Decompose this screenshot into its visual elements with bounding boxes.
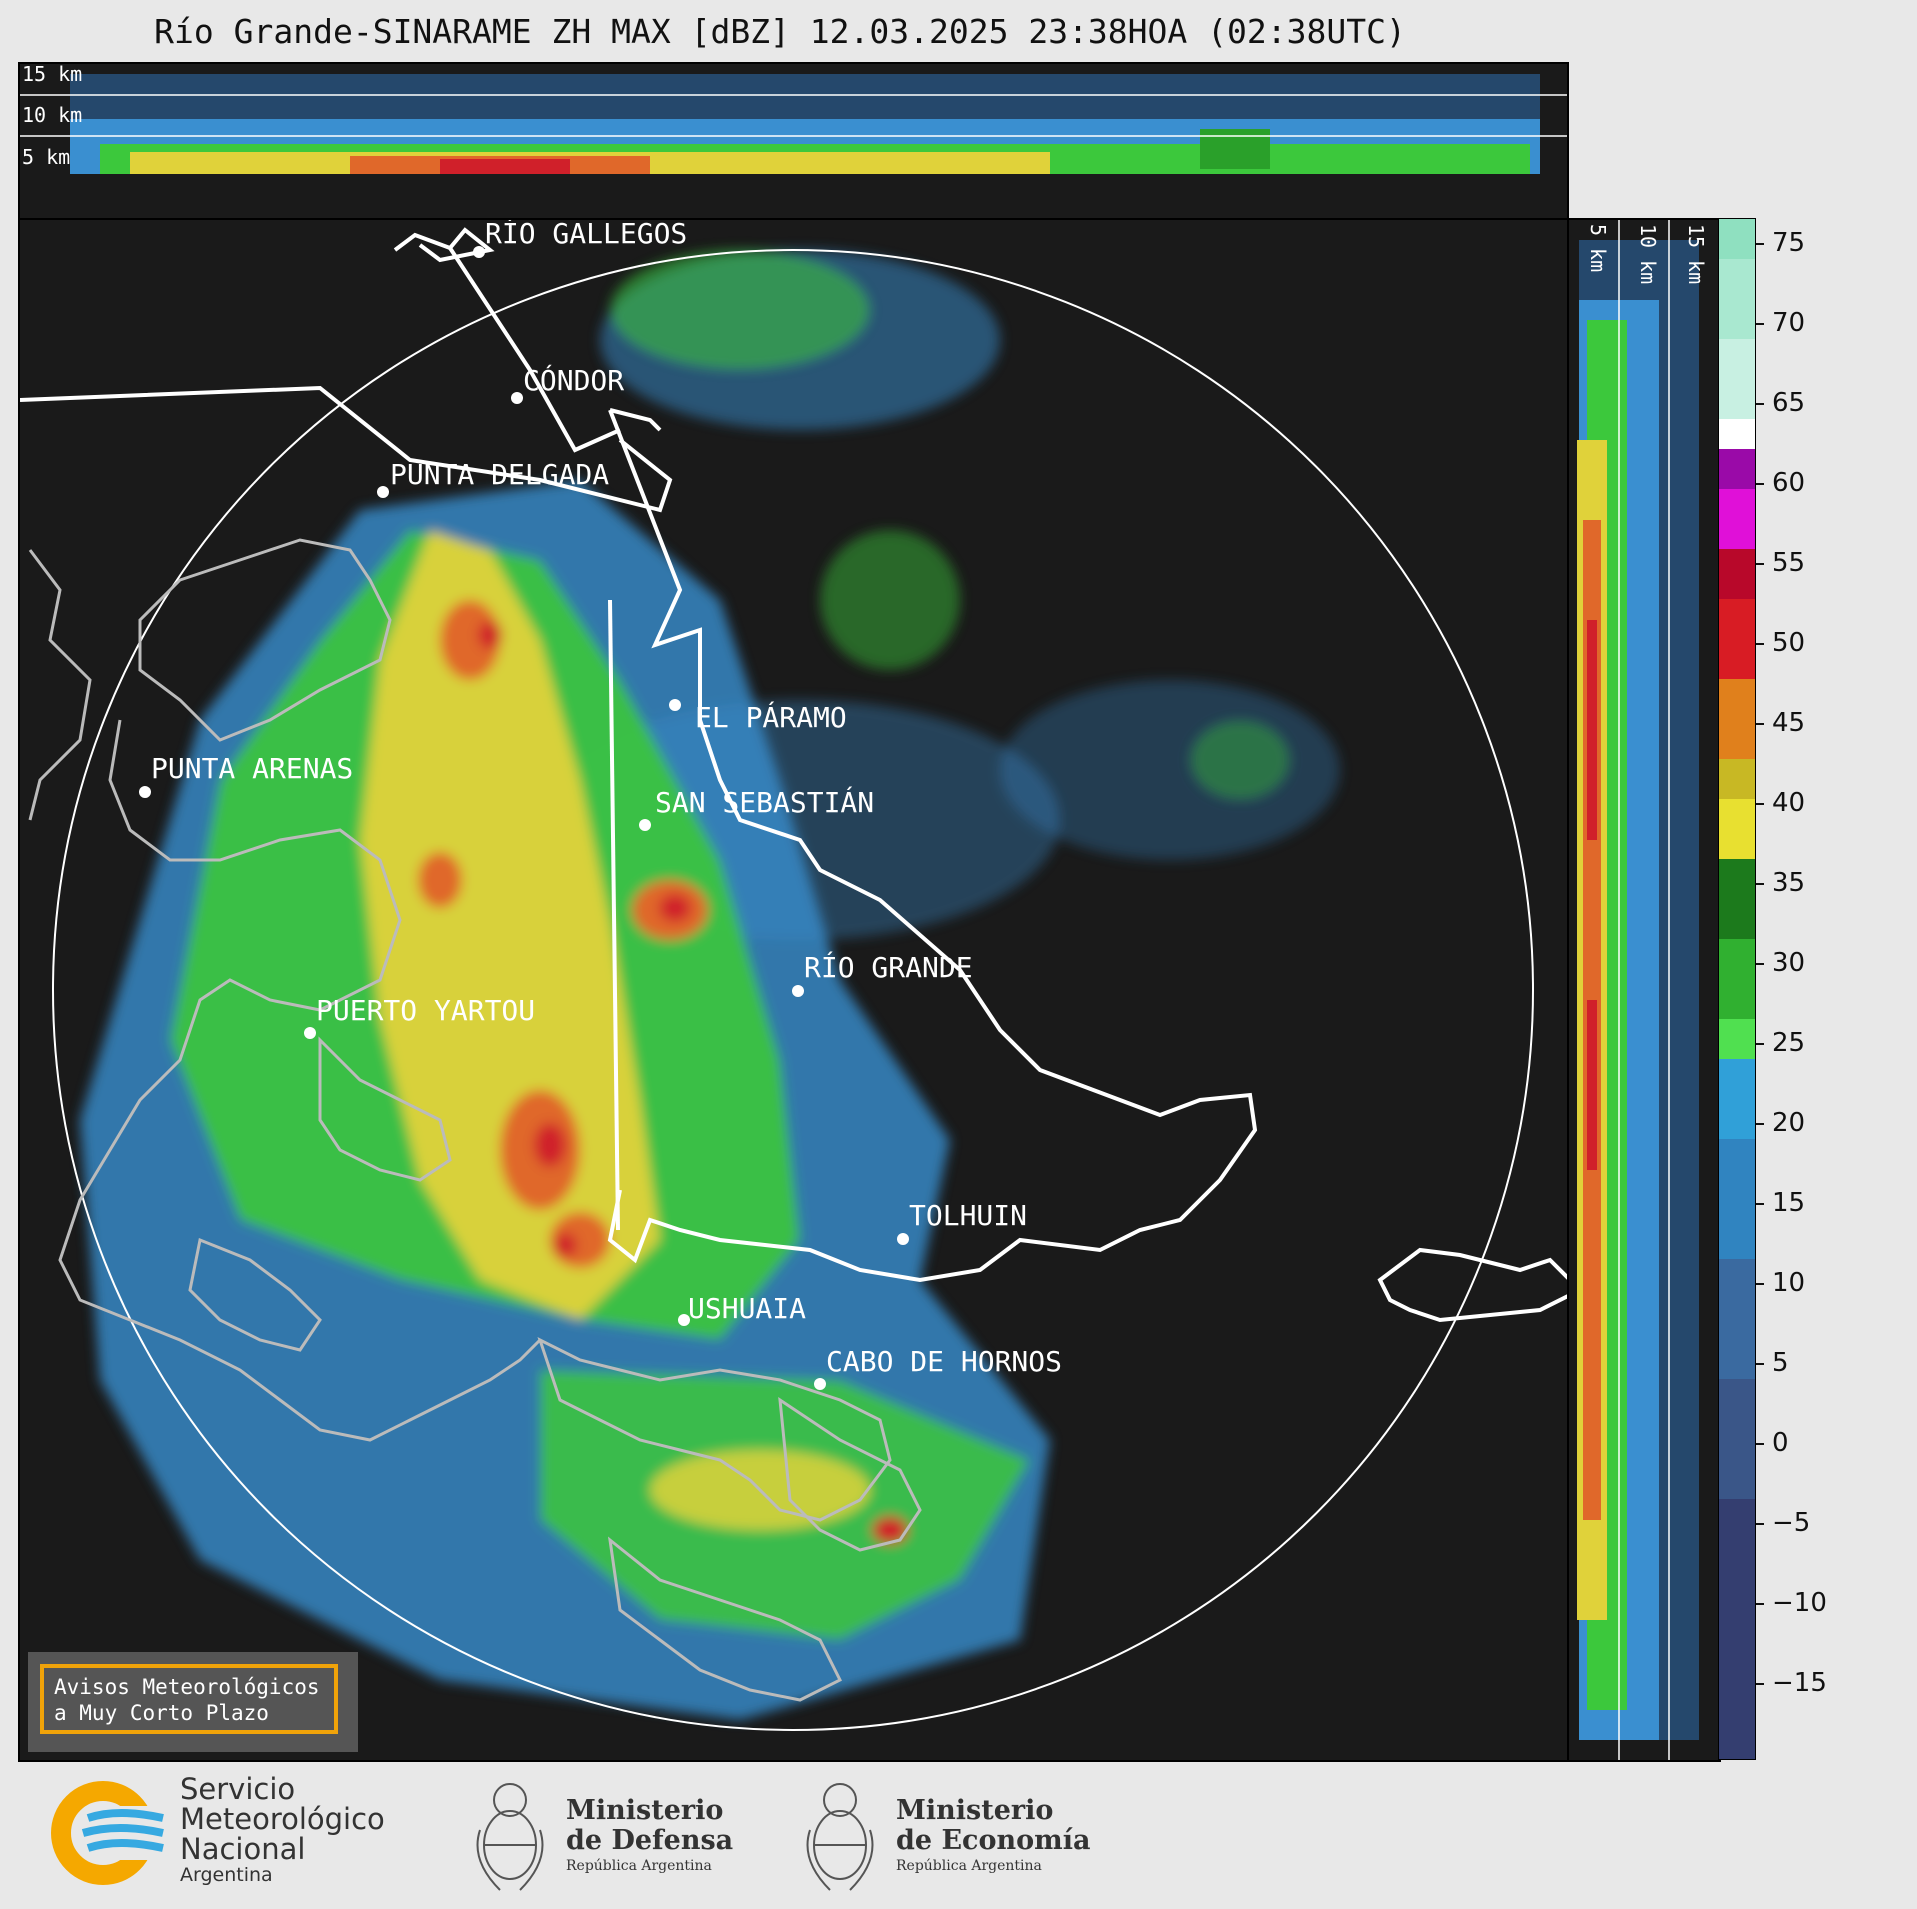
coat-of-arms-icon: [476, 1783, 544, 1891]
city-label-ushuaia: USHUAIA: [688, 1292, 806, 1325]
top-cross-section: 15 km 10 km 5 km: [18, 62, 1569, 222]
border-line: [608, 599, 620, 1231]
colorbar-tick: 60: [1756, 468, 1805, 498]
city-label-punta-arenas: PUNTA ARENAS: [151, 752, 353, 785]
radar-range-ring: [52, 249, 1534, 1731]
colorbar-tick: 15: [1756, 1188, 1805, 1218]
city-label-tolhuin: TOLHUIN: [909, 1199, 1027, 1232]
colorbar-tick: 70: [1756, 308, 1805, 338]
economia-logo-text: Ministerio de Economía República Argenti…: [896, 1796, 1090, 1876]
colorbar-tick: 75: [1756, 228, 1805, 258]
warning-box-inner: Avisos Meteorológicos a Muy Corto Plazo: [40, 1664, 338, 1734]
colorbar-tick: −10: [1756, 1588, 1827, 1618]
coat-of-arms-icon: [806, 1783, 874, 1891]
right-cross-section: 5 km 10 km 15 km: [1567, 218, 1721, 1762]
reflectivity-colorbar: [1718, 218, 1756, 1760]
city-markers: [139, 246, 909, 1390]
smn-line-3: Nacional: [180, 1832, 306, 1866]
colorbar-tick: 45: [1756, 708, 1805, 738]
economia-line-3: República Argentina: [896, 1858, 1042, 1874]
map-title: Río Grande-SINARAME ZH MAX [dBZ] 12.03.2…: [154, 12, 1406, 51]
city-label-el-paramo: EL PÁRAMO: [695, 700, 847, 734]
defensa-line-3: República Argentina: [566, 1858, 712, 1874]
city-label-puerto-yartou: PUERTO YARTOU: [316, 994, 535, 1027]
radar-map: RÍO GALLEGOS CÓNDOR PUNTA DELGADA EL PÁR…: [18, 218, 1569, 1762]
city-label-condor: CÓNDOR: [523, 363, 624, 397]
city-label-punta-delgada: PUNTA DELGADA: [390, 458, 609, 491]
reflectivity-echoes: [80, 250, 1340, 1720]
city-label-san-sebastian: SAN SEBASTIÁN: [655, 785, 874, 819]
colorbar-tick: 50: [1756, 628, 1805, 658]
warning-line-1: Avisos Meteorológicos: [54, 1675, 320, 1699]
city-label-rio-grande: RÍO GRANDE: [804, 950, 973, 984]
right-label-5km: 5 km: [1586, 224, 1610, 272]
colorbar-tick: 30: [1756, 948, 1805, 978]
economia-line-1: Ministerio: [896, 1795, 1054, 1826]
colorbar-tick: 10: [1756, 1268, 1805, 1298]
defensa-line-2: de Defensa: [566, 1825, 734, 1856]
colorbar-tick: 0: [1756, 1428, 1789, 1458]
smn-line-4: Argentina: [180, 1864, 273, 1886]
city-label-cabo-de-hornos: CABO DE HORNOS: [826, 1345, 1062, 1378]
smn-logo-icon: [51, 1781, 173, 1885]
colorbar-tick: 20: [1756, 1108, 1805, 1138]
footer-logos: Servicio Meteorológico Nacional Argentin…: [0, 1760, 1917, 1909]
coastlines: [20, 227, 1567, 1323]
right-label-15km: 15 km: [1684, 224, 1708, 284]
economia-line-2: de Economía: [896, 1825, 1091, 1856]
colorbar-tick: 25: [1756, 1028, 1805, 1058]
colorbar-tick: 5: [1756, 1348, 1789, 1378]
radar-map-graphic: RÍO GALLEGOS CÓNDOR PUNTA DELGADA EL PÁR…: [20, 220, 1567, 1731]
defensa-line-1: Ministerio: [566, 1795, 724, 1826]
smn-logo-text: Servicio Meteorológico Nacional Argentin…: [180, 1774, 385, 1886]
smn-line-1: Servicio: [180, 1772, 296, 1806]
top-label-10km: 10 km: [22, 103, 82, 127]
right-cross-section-graphic: 5 km 10 km 15 km: [1577, 220, 1708, 1760]
city-label-rio-gallegos: RÍO GALLEGOS: [485, 220, 687, 250]
warning-line-2: a Muy Corto Plazo: [54, 1701, 269, 1725]
colorbar-tick: −15: [1756, 1668, 1827, 1698]
colorbar-tick: 55: [1756, 548, 1805, 578]
smn-line-2: Meteorológico: [180, 1802, 385, 1836]
top-label-15km: 15 km: [22, 64, 82, 86]
colorbar-tick: 65: [1756, 388, 1805, 418]
top-label-5km: 5 km: [22, 145, 70, 169]
colorbar-tick: 35: [1756, 868, 1805, 898]
defensa-logo-text: Ministerio de Defensa República Argentin…: [566, 1796, 733, 1876]
right-label-10km: 10 km: [1636, 224, 1660, 284]
grey-coastlines: [28, 538, 922, 1702]
top-cross-section-graphic: 15 km 10 km 5 km: [20, 64, 1567, 174]
colorbar-tick: −5: [1756, 1508, 1810, 1538]
colorbar-tick: 40: [1756, 788, 1805, 818]
warning-box: Avisos Meteorológicos a Muy Corto Plazo: [28, 1652, 358, 1752]
